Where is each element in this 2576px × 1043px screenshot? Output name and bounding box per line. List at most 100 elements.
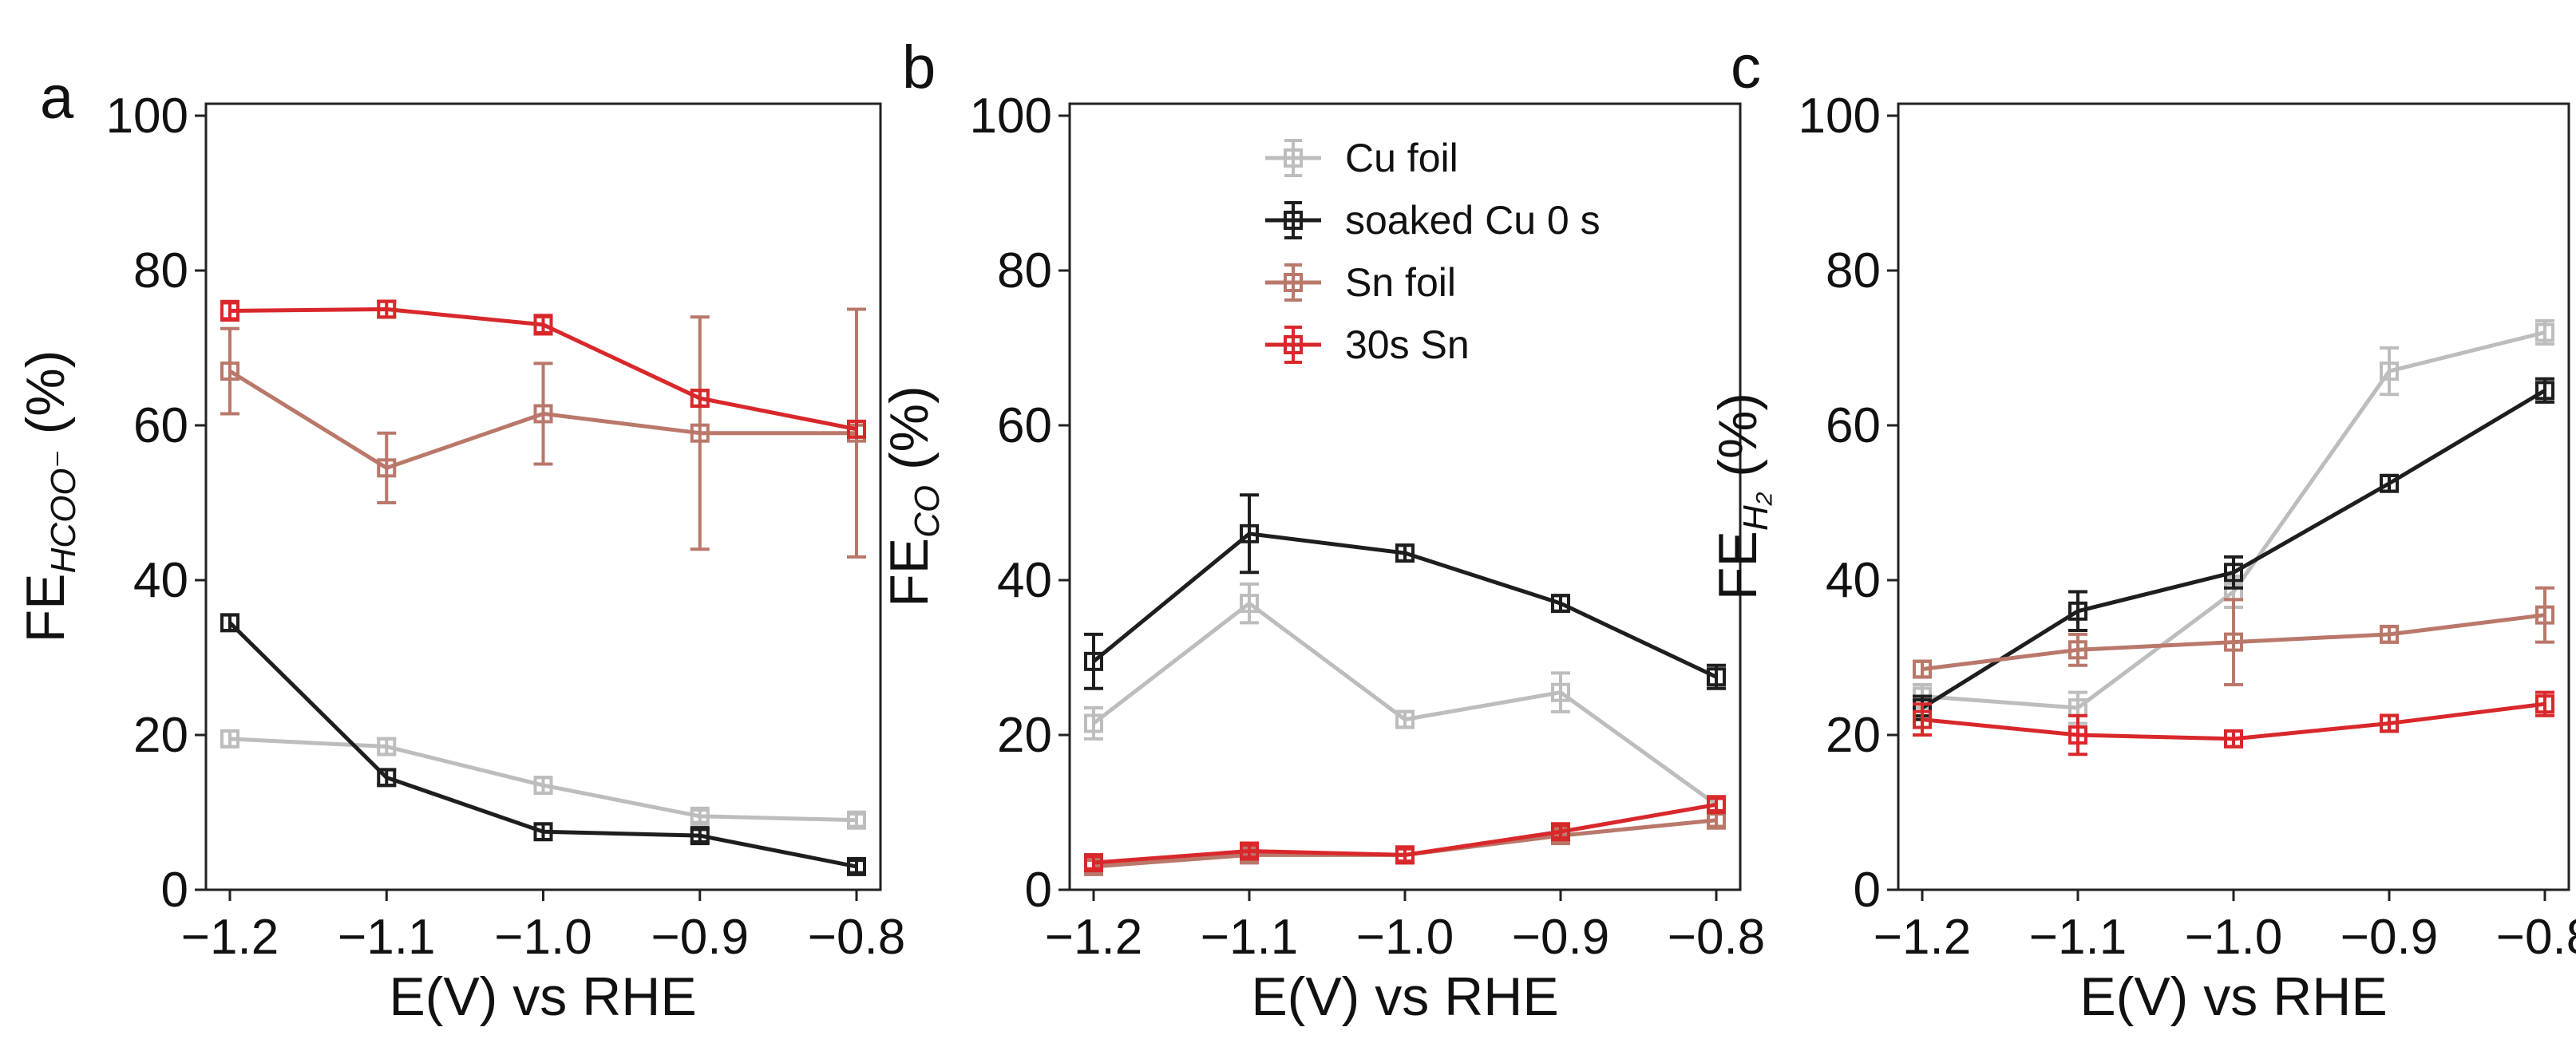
legend-label: Cu foil: [1345, 136, 1458, 180]
data-point: [1395, 543, 1415, 563]
y-axis-label-a: FEHCOO⁻ (%): [15, 350, 83, 643]
y-axis-label-c: FEH₂ (%): [1707, 393, 1775, 600]
data-point: [377, 299, 397, 319]
x-tick-label: −0.8: [808, 910, 905, 965]
y-tick-label: 80: [133, 243, 188, 298]
data-point: [2535, 322, 2554, 342]
panel-b: b 0 20 40 60 80 100 −1.2 −1.1 −1.0 −0.9 −0.8 FECO…: [879, 34, 1765, 1027]
y-tick-label: 60: [133, 398, 188, 453]
error-bar: [2224, 598, 2243, 686]
error-bar: [690, 315, 710, 551]
x-axis-label-b: E(V) vs RHE: [1251, 966, 1558, 1027]
data-point: [1084, 651, 1103, 671]
series-30s-sn: [220, 299, 866, 439]
legend-label: soaked Cu 0 s: [1345, 198, 1601, 243]
error-bar: [2224, 555, 2243, 590]
error-bar: [1913, 702, 1932, 737]
data-point: [1551, 682, 1570, 702]
y-tick-label: 40: [1826, 553, 1881, 608]
legend-entry: Sn foil: [1265, 260, 1456, 305]
data-point: [220, 361, 239, 381]
data-point: [2068, 640, 2087, 660]
data-point: [220, 613, 239, 633]
data-point: [2535, 694, 2554, 714]
legend-entry: 30s Sn: [1265, 322, 1470, 367]
data-point: [533, 822, 553, 842]
data-point: [1707, 795, 1726, 815]
error-bar: [2068, 632, 2087, 667]
y-tick-label: 0: [1025, 863, 1052, 918]
data-point: [1707, 667, 1726, 687]
error-bar: [377, 431, 397, 504]
y-tick-label: 60: [997, 398, 1052, 453]
legend-entry: Cu foil: [1265, 136, 1458, 180]
data-point: [1913, 709, 1932, 729]
error-bar: [2068, 713, 2087, 757]
error-bar: [220, 326, 239, 416]
series-layer-c: [1913, 319, 2554, 757]
error-bar: [1240, 493, 1259, 575]
error-bar: [1551, 671, 1570, 713]
data-point: [2224, 632, 2243, 652]
panel-c: c 0 20 40 60 80 100 −1.2 −1.1 −1.0 −0.9 −0.8 FEH₂…: [1707, 34, 2576, 1027]
series-30s-sn: [1084, 795, 1726, 873]
data-point: [1240, 523, 1259, 543]
error-bar: [2535, 586, 2554, 644]
y-tick-label: 40: [997, 553, 1052, 608]
data-point: [1913, 659, 1932, 679]
error-bar: [1084, 706, 1103, 741]
x-tick-label: −1.1: [338, 910, 435, 965]
x-axis-label-c: E(V) vs RHE: [2079, 966, 2387, 1027]
y-tick-label: 40: [133, 553, 188, 608]
data-point: [2224, 729, 2243, 749]
y-tick-label: 80: [997, 243, 1052, 298]
data-point: [1240, 841, 1259, 861]
data-point: [690, 826, 710, 846]
series-soaked-cu-0-s: [1913, 377, 2554, 721]
data-point: [533, 404, 553, 424]
data-point: [2535, 381, 2554, 401]
x-tick-label: −0.9: [2341, 910, 2438, 965]
data-point: [690, 806, 710, 826]
legend-marker: [1284, 335, 1303, 354]
x-ticks-c: −1.2 −1.1 −1.0 −0.9 −0.8: [1874, 890, 2576, 965]
data-point: [220, 301, 239, 321]
x-tick-label: −0.9: [651, 910, 749, 965]
panel-a: a 0 20 40 60 80 100 −1.2 −1.1 −1.0 −0.9 −0.8 FEHC…: [15, 64, 905, 1027]
series-layer-b: [1084, 493, 1726, 876]
series-cu-foil: [220, 729, 866, 830]
y-tick-label: 20: [133, 708, 188, 763]
data-point: [2380, 473, 2399, 493]
plot-frame-c: [1897, 102, 2570, 891]
y-axis-label-b: FECO (%): [879, 385, 947, 607]
data-point: [1551, 822, 1570, 842]
legend-marker: [1284, 273, 1303, 292]
y-tick-label: 100: [1798, 89, 1881, 144]
x-tick-label: −0.8: [1668, 910, 1765, 965]
data-point: [847, 419, 866, 439]
x-tick-label: −1.2: [1045, 910, 1142, 965]
data-point: [2535, 605, 2554, 625]
x-ticks-b: −1.2 −1.1 −1.0 −0.9 −0.8: [1045, 890, 1765, 965]
y-tick-label: 80: [1826, 243, 1881, 298]
x-tick-label: −1.0: [494, 910, 592, 965]
data-point: [2380, 713, 2399, 733]
data-point: [220, 729, 239, 749]
data-point: [847, 856, 866, 876]
x-tick-label: −1.0: [1356, 910, 1454, 965]
data-point: [533, 776, 553, 796]
data-point: [2380, 361, 2399, 381]
y-tick-label: 0: [1854, 863, 1881, 918]
series-layer-a: [220, 299, 866, 876]
error-bar: [533, 361, 553, 466]
data-point: [377, 737, 397, 757]
y-tick-label: 20: [1826, 708, 1881, 763]
legend-label: 30s Sn: [1345, 322, 1470, 367]
x-tick-label: −1.1: [1201, 910, 1298, 965]
data-point: [1084, 853, 1103, 873]
legend-marker: [1284, 148, 1303, 168]
data-point: [377, 768, 397, 788]
x-axis-label-a: E(V) vs RHE: [389, 966, 696, 1027]
data-point: [2068, 725, 2087, 745]
series-cu-foil: [1084, 582, 1726, 815]
